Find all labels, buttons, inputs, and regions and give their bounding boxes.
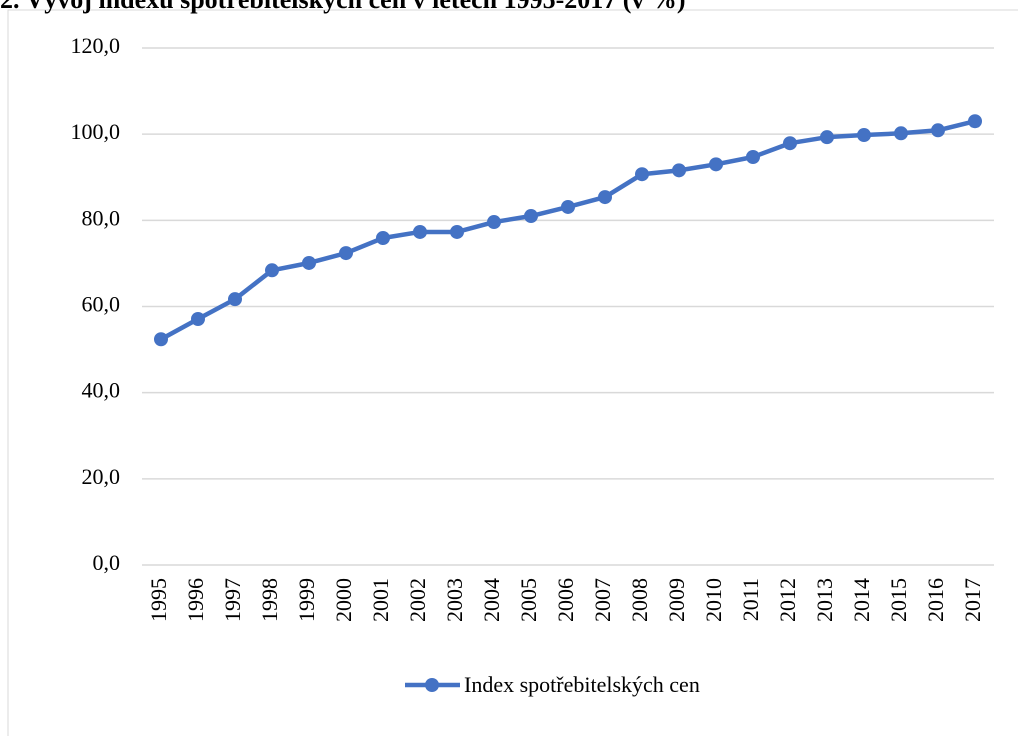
x-tick-label: 1999 — [294, 578, 319, 622]
x-tick-label: 2017 — [960, 578, 985, 622]
data-point — [931, 123, 945, 138]
x-tick-label: 2015 — [886, 578, 911, 622]
data-point — [265, 263, 279, 278]
y-tick-label: 40,0 — [82, 378, 121, 403]
data-point — [783, 136, 797, 151]
data-point — [339, 246, 353, 261]
data-point — [857, 128, 871, 143]
data-point — [672, 163, 686, 178]
x-tick-label: 2005 — [516, 578, 541, 622]
data-point — [524, 209, 538, 224]
x-tick-label: 1995 — [146, 578, 171, 622]
data-point — [635, 167, 649, 182]
x-tick-label: 2011 — [738, 578, 763, 621]
x-tick-label: 2013 — [812, 578, 837, 622]
y-tick-label: 0,0 — [93, 550, 121, 575]
data-point — [450, 224, 464, 239]
data-point — [191, 311, 205, 326]
data-point — [376, 230, 390, 245]
data-point — [154, 332, 168, 347]
data-point — [709, 157, 723, 172]
chart-border — [7, 9, 1018, 736]
data-point — [598, 190, 612, 205]
x-tick-label: 2012 — [775, 578, 800, 622]
y-tick-label: 100,0 — [71, 119, 121, 144]
x-tick-label: 2003 — [442, 578, 467, 622]
data-point — [228, 292, 242, 307]
y-tick-label: 20,0 — [82, 464, 121, 489]
x-tick-label: 2016 — [923, 578, 948, 622]
data-point — [820, 130, 834, 145]
data-point — [968, 114, 982, 129]
data-point — [487, 215, 501, 230]
x-tick-label: 2002 — [405, 578, 430, 622]
y-tick-label: 60,0 — [82, 292, 121, 317]
x-tick-label: 2006 — [553, 578, 578, 622]
chart-title: 2. Vývoj indexu spotřebitelských cen v l… — [0, 0, 686, 14]
x-tick-label: 2014 — [849, 578, 874, 622]
x-tick-label: 2004 — [479, 578, 504, 622]
data-point — [413, 224, 427, 239]
x-tick-label: 2001 — [368, 578, 393, 622]
data-point — [561, 199, 575, 214]
x-tick-label: 2007 — [590, 578, 615, 622]
data-point — [302, 255, 316, 270]
y-tick-label: 80,0 — [82, 205, 121, 230]
legend-marker — [425, 678, 439, 692]
y-tick-label: 120,0 — [71, 33, 121, 58]
x-tick-label: 1996 — [183, 578, 208, 622]
x-tick-label: 1997 — [220, 578, 245, 622]
data-point — [894, 126, 908, 141]
x-tick-label: 1998 — [257, 578, 282, 622]
x-tick-label: 2008 — [627, 578, 652, 622]
legend-label: Index spotřebitelských cen — [464, 672, 700, 697]
x-tick-label: 2009 — [664, 578, 689, 622]
x-tick-label: 2010 — [701, 578, 726, 622]
x-tick-label: 2000 — [331, 578, 356, 622]
data-point — [746, 150, 760, 165]
